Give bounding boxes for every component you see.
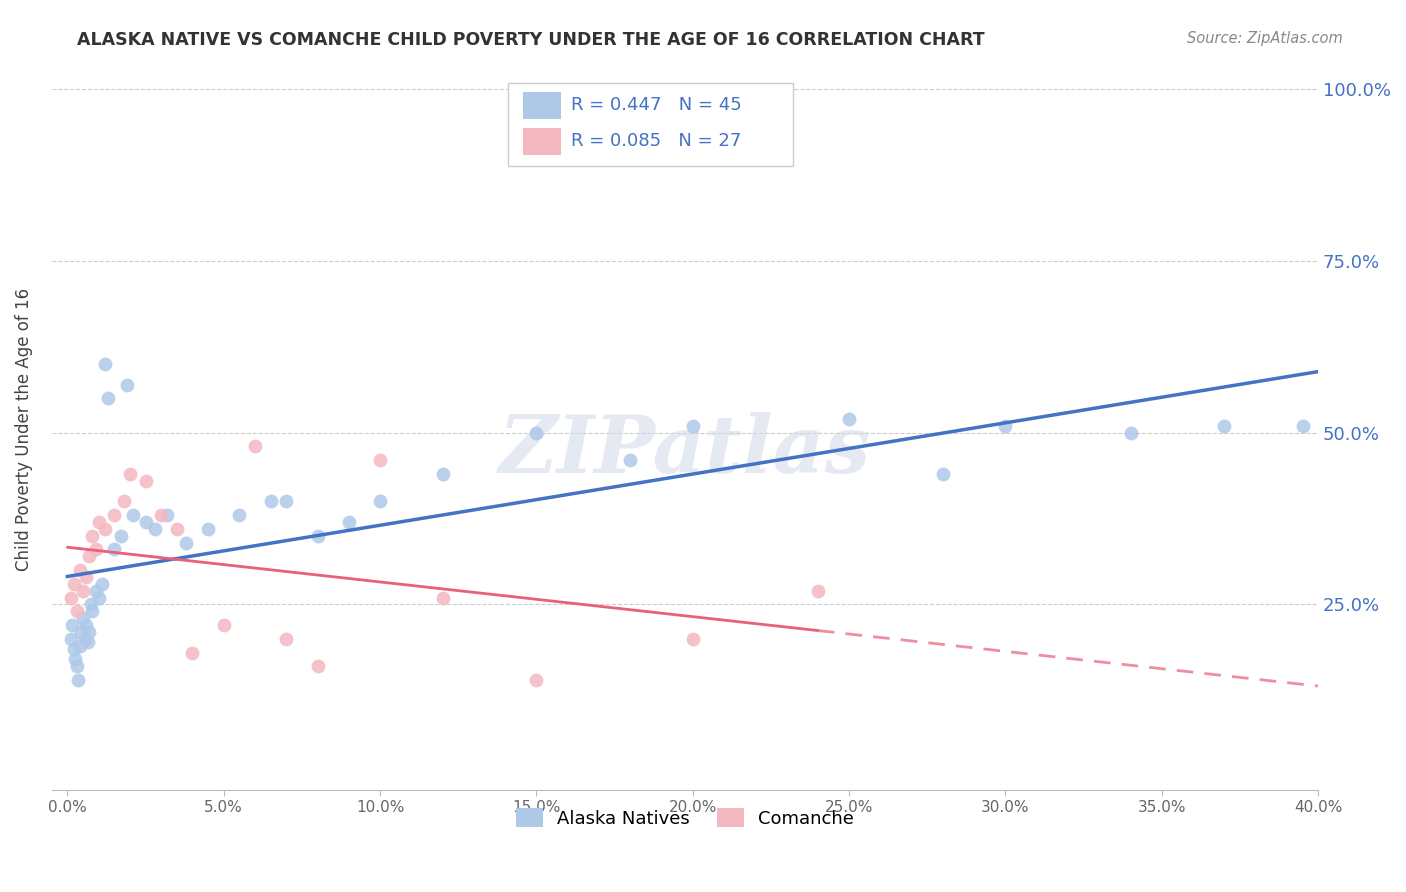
Point — [72, 611, 94, 625]
Point — [66, 659, 89, 673]
Point — [97, 392, 120, 406]
Point — [75, 570, 97, 584]
Point — [82, 529, 104, 543]
Point — [118, 467, 141, 481]
Point — [72, 583, 94, 598]
Point — [682, 632, 704, 646]
Point — [526, 425, 548, 440]
Text: Source: ZipAtlas.com: Source: ZipAtlas.com — [1187, 31, 1343, 46]
Point — [432, 467, 454, 481]
Point — [259, 494, 281, 508]
Point — [69, 639, 91, 653]
Point — [94, 357, 117, 371]
Point — [1119, 425, 1142, 440]
Point — [994, 418, 1017, 433]
Point — [150, 508, 173, 522]
Y-axis label: Child Poverty Under the Age of 16: Child Poverty Under the Age of 16 — [15, 287, 32, 571]
Legend: Alaska Natives, Comanche: Alaska Natives, Comanche — [509, 801, 862, 835]
Point — [70, 624, 93, 639]
Point — [838, 412, 860, 426]
Point — [66, 604, 89, 618]
Point — [59, 591, 82, 605]
Point — [368, 453, 391, 467]
Point — [932, 467, 955, 481]
Point — [67, 673, 90, 687]
FancyBboxPatch shape — [523, 92, 561, 119]
Point — [77, 549, 100, 564]
Point — [115, 377, 138, 392]
Point — [174, 535, 197, 549]
Point — [432, 591, 454, 605]
Point — [62, 642, 84, 657]
Point — [276, 494, 298, 508]
Point — [60, 618, 83, 632]
Point — [212, 618, 235, 632]
Point — [368, 494, 391, 508]
Point — [197, 522, 219, 536]
Text: R = 0.085   N = 27: R = 0.085 N = 27 — [571, 132, 741, 151]
Text: R = 0.447   N = 45: R = 0.447 N = 45 — [571, 96, 742, 114]
Point — [337, 515, 360, 529]
Point — [228, 508, 250, 522]
Point — [276, 632, 298, 646]
Point — [243, 439, 266, 453]
Point — [73, 632, 96, 646]
Point — [80, 598, 103, 612]
Point — [75, 618, 97, 632]
Point — [807, 583, 830, 598]
Point — [156, 508, 179, 522]
Point — [59, 632, 82, 646]
Point — [103, 542, 125, 557]
Point — [682, 418, 704, 433]
Point — [143, 522, 166, 536]
Text: ZIPatlas: ZIPatlas — [499, 412, 870, 490]
Point — [307, 529, 329, 543]
Point — [122, 508, 145, 522]
Point — [307, 659, 329, 673]
Text: ALASKA NATIVE VS COMANCHE CHILD POVERTY UNDER THE AGE OF 16 CORRELATION CHART: ALASKA NATIVE VS COMANCHE CHILD POVERTY … — [77, 31, 986, 49]
Point — [619, 453, 641, 467]
Point — [77, 624, 100, 639]
Point — [90, 576, 112, 591]
Point — [103, 508, 125, 522]
FancyBboxPatch shape — [523, 128, 561, 155]
Point — [135, 474, 157, 488]
Point — [94, 522, 117, 536]
Point — [87, 515, 110, 529]
Point — [1291, 418, 1313, 433]
Point — [526, 673, 548, 687]
Point — [135, 515, 157, 529]
Point — [62, 576, 84, 591]
Point — [63, 652, 86, 666]
Point — [87, 591, 110, 605]
Point — [112, 494, 135, 508]
Point — [69, 563, 91, 577]
Point — [76, 635, 98, 649]
Point — [166, 522, 188, 536]
FancyBboxPatch shape — [508, 83, 793, 166]
Point — [110, 529, 132, 543]
Point — [1213, 418, 1236, 433]
Point — [84, 583, 107, 598]
Point — [181, 646, 204, 660]
Point — [82, 604, 104, 618]
Point — [84, 542, 107, 557]
